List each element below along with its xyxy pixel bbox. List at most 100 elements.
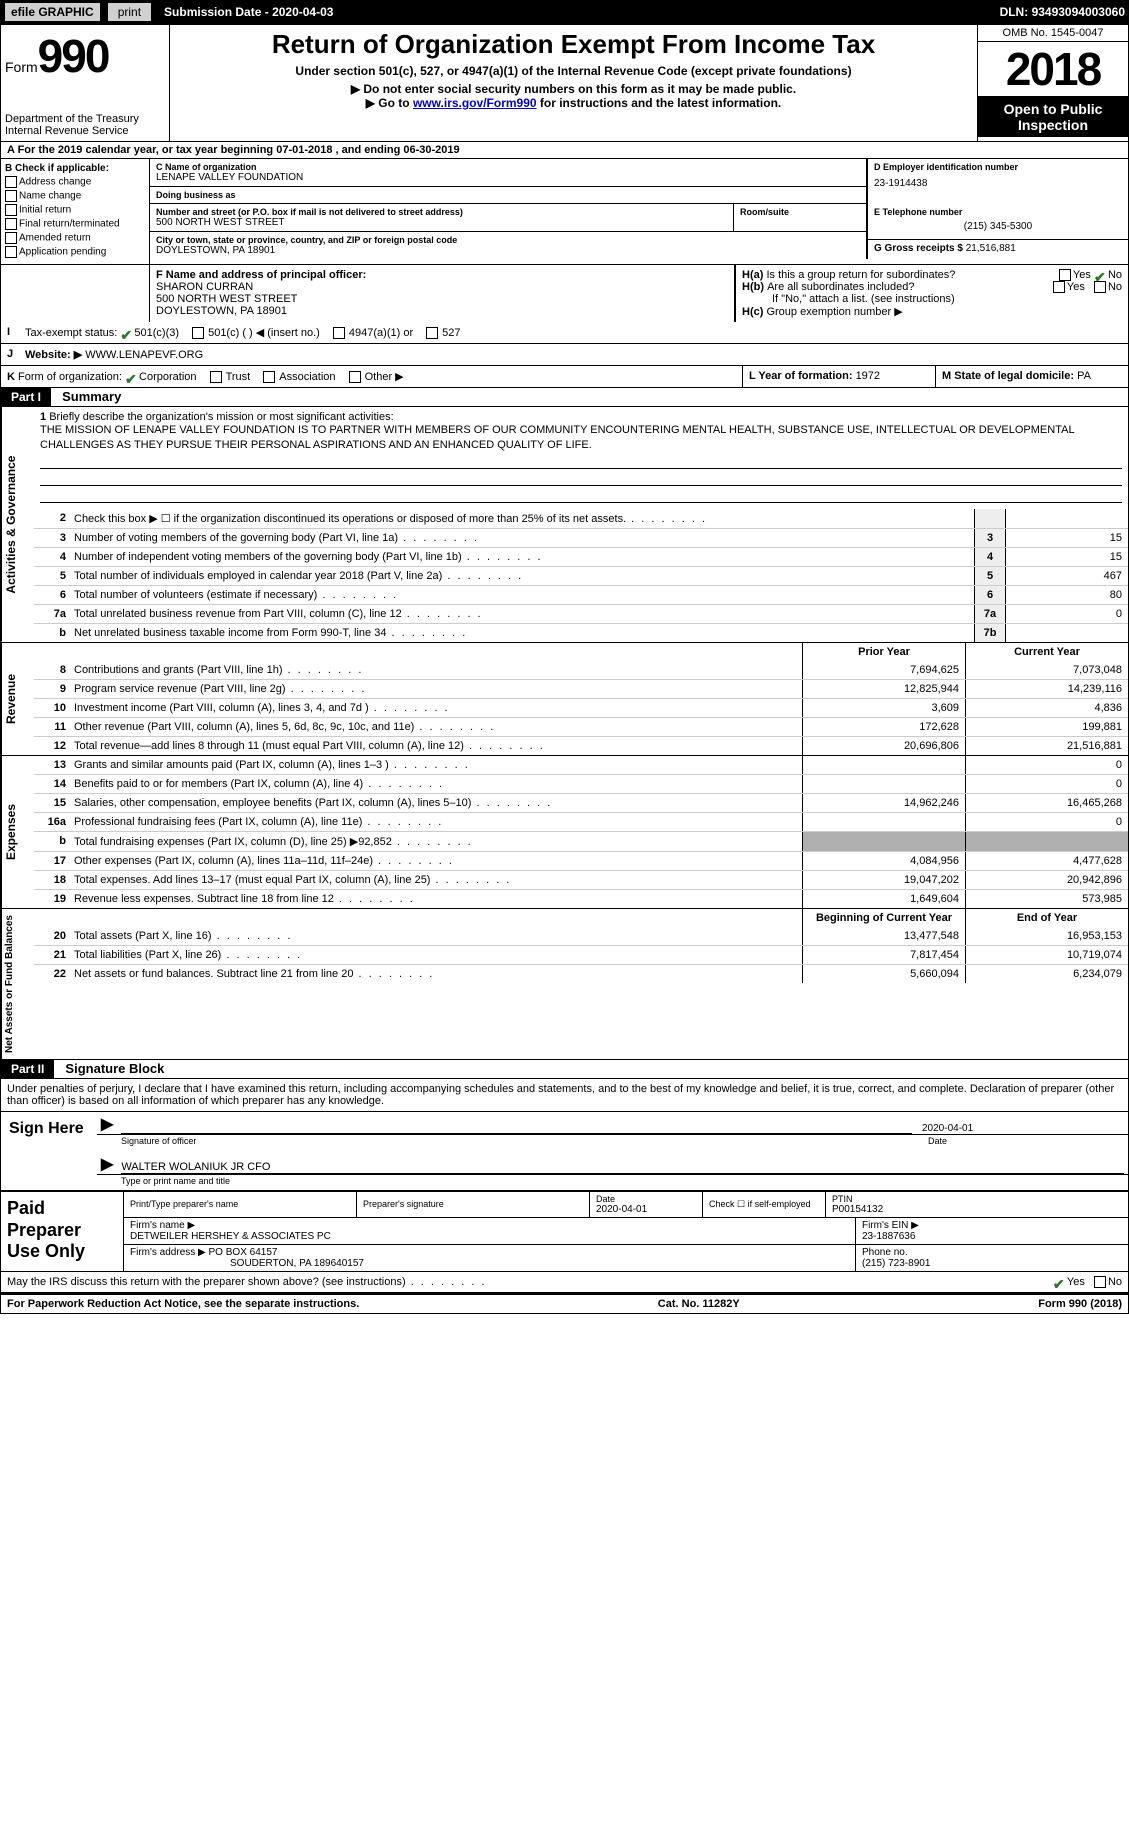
prior-value: 12,825,944 xyxy=(802,680,965,698)
hb-text: Are all subordinates included? xyxy=(767,281,1047,293)
current-value: 6,234,079 xyxy=(965,965,1128,983)
form-subtitle: Under section 501(c), 527, or 4947(a)(1)… xyxy=(174,64,973,78)
year-formation: 1972 xyxy=(856,370,880,382)
print-button[interactable]: print xyxy=(107,2,152,22)
declaration-text: Under penalties of perjury, I declare th… xyxy=(1,1079,1128,1111)
current-value: 20,942,896 xyxy=(965,871,1128,889)
line-num: 13 xyxy=(34,756,70,774)
line-box: 3 xyxy=(974,529,1006,547)
line-text: Contributions and grants (Part VIII, lin… xyxy=(70,661,802,679)
top-bar: efile GRAPHIC print Submission Date - 20… xyxy=(0,0,1129,24)
line-num: 9 xyxy=(34,680,70,698)
street-value: 500 NORTH WEST STREET xyxy=(156,217,727,228)
omb-number: OMB No. 1545-0047 xyxy=(978,25,1128,42)
hb-no[interactable] xyxy=(1094,281,1106,293)
line-text: Check this box ▶ ☐ if the organization d… xyxy=(70,509,974,528)
gross-receipts-label: G Gross receipts $ xyxy=(874,243,966,254)
current-value: 16,465,268 xyxy=(965,794,1128,812)
part1-title: Summary xyxy=(62,389,121,404)
part2-header: Part II xyxy=(1,1060,54,1078)
line-num: 17 xyxy=(34,852,70,870)
street-label: Number and street (or P.O. box if mail i… xyxy=(156,207,727,217)
line-value: 467 xyxy=(1006,567,1128,585)
vert-expenses: Expenses xyxy=(1,756,34,908)
chk-4947[interactable] xyxy=(333,327,345,339)
check-icon: ✔ xyxy=(1053,1276,1067,1288)
org-name-label: C Name of organization xyxy=(156,162,860,172)
chk-assoc[interactable] xyxy=(263,371,275,383)
phone-label: E Telephone number xyxy=(874,207,1122,217)
part1-header: Part I xyxy=(1,388,51,406)
sig-date: 2020-04-01 xyxy=(916,1123,1128,1134)
line-num: 21 xyxy=(34,946,70,964)
sig-date-label: Date xyxy=(928,1136,1128,1146)
paid-preparer-label: Paid Preparer Use Only xyxy=(1,1192,123,1271)
chk-501c[interactable] xyxy=(192,327,204,339)
state-domicile: PA xyxy=(1077,370,1091,382)
chk-address-change[interactable] xyxy=(5,176,17,188)
org-name: LENAPE VALLEY FOUNDATION xyxy=(156,172,860,183)
line-box: 4 xyxy=(974,548,1006,566)
line-text: Total revenue—add lines 8 through 11 (mu… xyxy=(70,737,802,755)
row-j-label: J xyxy=(7,348,25,361)
chk-name-change[interactable] xyxy=(5,190,17,202)
arrow-icon: ▶ xyxy=(97,1154,117,1174)
prior-value xyxy=(802,813,965,831)
officer-print-name: WALTER WOLANIUK JR CFO xyxy=(121,1161,1124,1174)
line-text: Program service revenue (Part VIII, line… xyxy=(70,680,802,698)
prior-value xyxy=(802,775,965,793)
hb-yes[interactable] xyxy=(1053,281,1065,293)
line-value: 15 xyxy=(1006,548,1128,566)
boy-hdr: Beginning of Current Year xyxy=(802,909,965,927)
line-text: Benefits paid to or for members (Part IX… xyxy=(70,775,802,793)
chk-app-pending[interactable] xyxy=(5,246,17,258)
dept-irs: Internal Revenue Service xyxy=(5,125,165,137)
form-number: 990 xyxy=(38,30,109,82)
vert-governance: Activities & Governance xyxy=(1,407,34,642)
irs-link[interactable]: www.irs.gov/Form990 xyxy=(413,96,537,110)
gross-receipts-value: 21,516,881 xyxy=(966,243,1016,254)
line-num: 19 xyxy=(34,890,70,908)
discuss-no[interactable] xyxy=(1094,1276,1106,1288)
officer-addr2: DOYLESTOWN, PA 18901 xyxy=(156,305,728,317)
efile-label: efile GRAPHIC xyxy=(4,2,101,22)
ha-text: Is this a group return for subordinates? xyxy=(766,269,1052,281)
line-num: 16a xyxy=(34,813,70,831)
chk-trust[interactable] xyxy=(210,371,222,383)
current-value: 14,239,116 xyxy=(965,680,1128,698)
part2-title: Signature Block xyxy=(65,1061,164,1076)
prior-value: 7,694,625 xyxy=(802,661,965,679)
prior-value xyxy=(802,832,965,851)
current-value: 10,719,074 xyxy=(965,946,1128,964)
chk-amended[interactable] xyxy=(5,232,17,244)
line-text: Grants and similar amounts paid (Part IX… xyxy=(70,756,802,774)
firm-name: DETWEILER HERSHEY & ASSOCIATES PC xyxy=(130,1231,849,1242)
prior-value: 13,477,548 xyxy=(802,927,965,945)
hc-text: Group exemption number ▶ xyxy=(766,306,902,318)
line-text: Total unrelated business revenue from Pa… xyxy=(70,605,974,623)
line-text: Total number of volunteers (estimate if … xyxy=(70,586,974,604)
prior-value: 3,609 xyxy=(802,699,965,717)
chk-final-return[interactable] xyxy=(5,218,17,230)
line-num: 11 xyxy=(34,718,70,736)
room-label: Room/suite xyxy=(740,207,860,217)
prior-value xyxy=(802,756,965,774)
form-footer: Form 990 (2018) xyxy=(1038,1298,1122,1310)
line-box: 6 xyxy=(974,586,1006,604)
box-b-label: B Check if applicable: xyxy=(5,163,145,174)
current-value: 199,881 xyxy=(965,718,1128,736)
line-num: b xyxy=(34,624,70,642)
line-value xyxy=(1006,624,1128,642)
line-text: Salaries, other compensation, employee b… xyxy=(70,794,802,812)
officer-addr1: 500 NORTH WEST STREET xyxy=(156,293,728,305)
website-value: WWW.LENAPEVF.ORG xyxy=(85,349,203,361)
form-title: Return of Organization Exempt From Incom… xyxy=(174,29,973,60)
current-value: 21,516,881 xyxy=(965,737,1128,755)
line-num: 3 xyxy=(34,529,70,547)
ha-yes[interactable] xyxy=(1059,269,1071,281)
chk-other[interactable] xyxy=(349,371,361,383)
chk-527[interactable] xyxy=(426,327,438,339)
line-num: 14 xyxy=(34,775,70,793)
current-value xyxy=(965,832,1128,851)
chk-initial-return[interactable] xyxy=(5,204,17,216)
